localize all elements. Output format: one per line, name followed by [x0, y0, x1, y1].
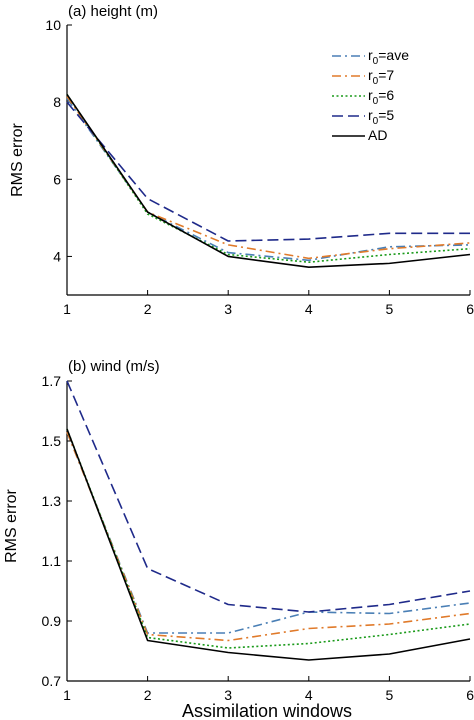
y-tick-label: 1.7: [42, 373, 62, 389]
wind-panel: (b) wind (m/s) RMS error Assimilation wi…: [3, 358, 474, 720]
y-tick-label: 10: [45, 17, 61, 33]
x-tick-label: 2: [144, 301, 152, 317]
x-tick-label: 3: [224, 687, 232, 703]
legend-label: r0=6: [368, 87, 394, 107]
y-tick-label: 4: [53, 248, 61, 264]
x-tick-label: 4: [305, 301, 313, 317]
y-tick-label: 1.3: [42, 493, 62, 509]
y-tick-label: 8: [53, 94, 61, 110]
series-line-2: [66, 428, 471, 649]
x-tick-label: 1: [63, 687, 71, 703]
x-tick-label: 5: [386, 687, 394, 703]
panel-b-title: (b) wind (m/s): [68, 358, 160, 375]
panel-a-title: (a) height (m): [68, 3, 158, 20]
x-tick-label: 6: [466, 301, 474, 317]
x-axis-label: Assimilation windows: [182, 701, 352, 720]
x-tick-label: 3: [224, 301, 232, 317]
series-line-2: [66, 93, 471, 264]
legend-label: r0=ave: [368, 47, 409, 67]
legend-label: r0=5: [368, 107, 394, 127]
series-line-3: [66, 101, 470, 242]
y-tick-label: 1.1: [42, 553, 62, 569]
x-tick-label: 6: [466, 687, 474, 703]
y-tick-label: 1.5: [42, 433, 62, 449]
legend-label: r0=7: [368, 67, 394, 87]
x-tick-label: 4: [305, 687, 313, 703]
series-line-3: [66, 380, 471, 613]
x-tick-label: 5: [386, 301, 394, 317]
y-tick-label: 0.7: [42, 673, 62, 689]
panel-a-ylabel: RMS error: [9, 122, 26, 196]
y-tick-label: 0.9: [42, 613, 62, 629]
legend-label: AD: [368, 127, 387, 143]
x-tick-label: 1: [63, 301, 71, 317]
panel-b-ylabel: RMS error: [3, 488, 20, 562]
series-line-4: [66, 428, 471, 661]
y-tick-label: 6: [53, 171, 61, 187]
x-tick-label: 2: [144, 687, 152, 703]
series-line-4: [66, 93, 471, 269]
